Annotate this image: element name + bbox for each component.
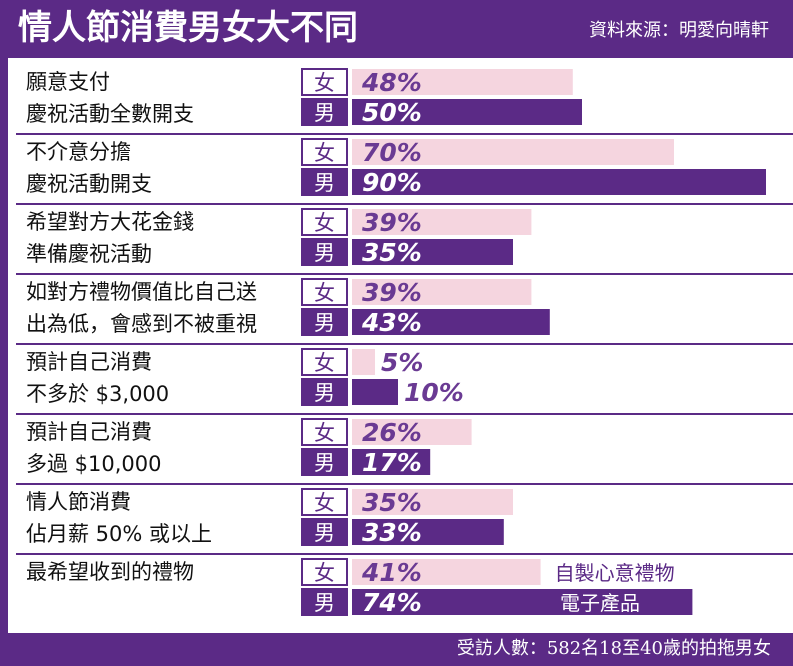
category-label: 如對方禮物價值比自己送 [26,280,257,304]
female-legend-box [301,138,348,166]
female-value-label: 39% [362,278,422,307]
female-label: 女 [314,71,335,95]
chart-frame [0,58,793,633]
male-value-label: 17% [362,448,422,477]
male-label: 男 [314,521,335,545]
male-value-label: 43% [361,308,422,337]
male-value-label: 10% [404,378,464,407]
female-label: 女 [314,141,335,165]
male-legend-box [301,448,348,476]
female-bar [352,489,513,515]
female-value-label: 70% [362,138,422,167]
female-value-label: 35% [362,488,422,517]
female-bar [352,69,573,95]
male-bar [352,449,431,475]
category-label: 不多於 $3,000 [26,382,169,406]
male-bar [352,309,550,335]
female-legend-box [301,348,348,376]
footer-banner: 受訪人數：582名18至40歲的拍拖男女 [0,633,793,666]
male-legend-box [301,378,348,406]
female-value-label: 41% [361,558,422,587]
male-gift-note: 電子產品 [560,591,640,615]
category-label: 佔月薪 50% 或以上 [26,522,212,546]
male-label: 男 [314,451,335,475]
female-gift-note: 自製心意禮物 [555,561,675,585]
female-label: 女 [314,491,335,515]
female-label: 女 [314,211,335,235]
respondents-note: 受訪人數：582名18至40歲的拍拖男女 [456,638,771,659]
female-value-label: 39% [362,208,422,237]
male-legend-box [301,168,348,196]
category-label: 多過 $10,000 [26,452,162,476]
female-label: 女 [314,351,335,375]
male-value-label: 33% [362,518,422,547]
male-legend-box [301,308,348,336]
female-legend-box [301,558,348,586]
female-bar [352,139,674,165]
male-label: 男 [314,311,335,335]
female-bar [352,349,375,375]
male-bar [352,589,693,615]
male-value-label: 50% [362,98,422,127]
category-label: 預計自己消費 [26,350,152,374]
male-bar [352,99,582,125]
category-label: 慶祝活動全數開支 [26,102,194,126]
male-bar [352,379,398,405]
category-label: 出為低，會感到不被重視 [26,312,257,336]
category-label: 準備慶祝活動 [26,242,152,266]
male-bar [352,169,766,195]
male-value-label: 90% [362,168,422,197]
female-bar [352,559,541,585]
male-value-label: 74% [362,588,422,617]
category-label: 預計自己消費 [26,420,152,444]
male-label: 男 [314,241,335,265]
source-credit: 資料來源：明愛向晴軒 [589,20,769,41]
male-bar [352,519,504,545]
male-label: 男 [314,381,335,405]
female-label: 女 [314,561,335,585]
female-bar [352,279,532,305]
female-value-label: 48% [361,68,422,97]
category-label: 慶祝活動開支 [26,172,152,196]
male-legend-box [301,518,348,546]
header-banner: 情人節消費男女大不同 資料來源：明愛向晴軒 [0,0,793,58]
female-legend-box [301,208,348,236]
female-value-label: 5% [381,348,423,377]
male-legend-box [301,588,348,616]
female-label: 女 [314,421,335,445]
female-bar [352,419,472,445]
male-bar [352,239,513,265]
page-title: 情人節消費男女大不同 [18,8,358,48]
category-label: 願意支付 [26,70,110,94]
male-label: 男 [314,591,335,615]
female-bar [352,209,532,235]
category-label: 最希望收到的禮物 [26,560,194,584]
female-legend-box [301,68,348,96]
male-label: 男 [314,171,335,195]
male-legend-box [301,98,348,126]
category-label: 不介意分擔 [26,140,131,164]
female-legend-box [301,488,348,516]
female-legend-box [301,278,348,306]
female-label: 女 [314,281,335,305]
female-legend-box [301,418,348,446]
category-label: 情人節消費 [26,490,131,514]
male-label: 男 [314,101,335,125]
category-label: 希望對方大花金錢 [26,210,194,234]
male-legend-box [301,238,348,266]
male-value-label: 35% [362,238,422,267]
female-value-label: 26% [362,418,422,447]
